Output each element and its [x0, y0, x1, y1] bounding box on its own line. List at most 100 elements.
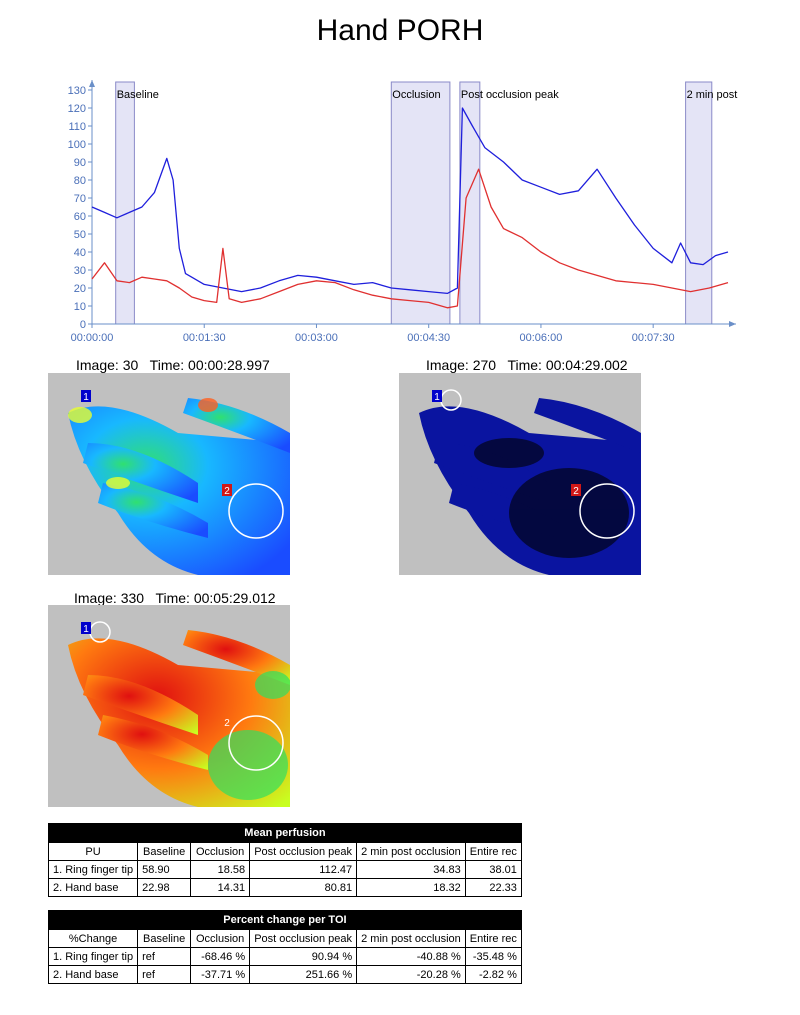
y-tick-label: 90	[74, 157, 86, 169]
x-tick-label: 00:07:30	[632, 332, 675, 344]
table-cell: 18.58	[190, 860, 251, 879]
table-cell: ref	[137, 965, 192, 984]
image-caption-2: Image: 270 Time: 00:04:29.002	[426, 357, 628, 373]
table-cell: 2. Hand base	[47, 878, 139, 897]
column-header: Post occlusion peak	[249, 929, 358, 948]
column-header: Entire rec	[464, 929, 522, 948]
column-header: 2 min post occlusion	[356, 929, 466, 948]
y-tick-label: 100	[68, 139, 86, 151]
y-tick-label: 10	[74, 301, 86, 313]
porh-line-chart: Baseline Occlusion Post occlusion peak 2 mi…	[68, 80, 738, 344]
roi-marker-1	[81, 390, 91, 402]
table-cell: 90.94 %	[249, 947, 358, 966]
percent-change-table: Percent change per TOI %Change Baseline …	[47, 910, 522, 984]
column-header: Occlusion	[190, 929, 251, 948]
column-header: Post occlusion peak	[249, 842, 358, 861]
table-cell: 112.47	[249, 860, 358, 879]
table-cell: 34.83	[356, 860, 466, 879]
table-cell: 251.66 %	[249, 965, 358, 984]
toi-label: Post occlusion peak	[461, 89, 559, 101]
toi-label: Occlusion	[392, 89, 440, 101]
toi-region	[390, 81, 451, 325]
y-tick-label: 120	[68, 103, 86, 115]
y-tick-label: 40	[74, 247, 86, 259]
table-header-row: %Change Baseline Occlusion Post occlusio…	[47, 929, 522, 948]
toi-region	[459, 81, 481, 325]
hand-shape	[68, 398, 290, 575]
table-cell: 14.31	[190, 878, 251, 897]
table-row: 1. Ring finger tip ref -68.46 % 90.94 % …	[47, 947, 522, 966]
table-title: Mean perfusion	[48, 823, 522, 843]
column-header: Baseline	[137, 842, 192, 861]
table-header-row: PU Baseline Occlusion Post occlusion pea…	[47, 842, 522, 861]
y-tick-label: 20	[74, 283, 86, 295]
table-cell: -2.82 %	[464, 965, 522, 984]
roi-label-2: 2	[224, 486, 230, 497]
y-tick-label: 60	[74, 211, 86, 223]
column-header: Baseline	[137, 929, 192, 948]
image-caption-3: Image: 330 Time: 00:05:29.012	[74, 590, 276, 606]
y-tick-label: 50	[74, 229, 86, 241]
table-cell: 1. Ring finger tip	[47, 947, 139, 966]
table-row: 1. Ring finger tip 58.90 18.58 112.47 34…	[47, 860, 522, 879]
table-cell: 2. Hand base	[47, 965, 139, 984]
x-tick-label: 00:01:30	[183, 332, 226, 344]
image-caption-1: Image: 30 Time: 00:00:28.997	[76, 357, 270, 373]
page-title: Hand PORH	[316, 14, 484, 47]
toi-label: 2 min post	[687, 89, 738, 101]
series-lines	[91, 107, 729, 309]
y-tick-label: 70	[74, 193, 86, 205]
table-cell: -37.71 %	[190, 965, 251, 984]
roi-circle-2	[228, 715, 284, 771]
table-cell: -68.46 %	[190, 947, 251, 966]
x-tick-label: 00:00:00	[71, 332, 114, 344]
table-cell: -20.28 %	[356, 965, 466, 984]
x-tick-label: 00:04:30	[407, 332, 450, 344]
roi-marker-2	[222, 484, 232, 496]
toi-region	[115, 81, 135, 325]
table-cell: 80.81	[249, 878, 358, 897]
table-cell: 1. Ring finger tip	[47, 860, 139, 879]
toi-regions: Baseline Occlusion Post occlusion peak 2 mi…	[115, 81, 738, 325]
perfusion-image-baseline: 1 2	[48, 373, 290, 575]
y-tick-label: 110	[68, 121, 86, 133]
roi-label-1: 1	[83, 624, 89, 635]
column-header: %Change	[47, 929, 139, 948]
hot-spots	[68, 398, 218, 489]
x-axis-arrow	[729, 321, 736, 327]
roi-marker-1	[432, 390, 442, 402]
y-tick-label: 0	[80, 319, 86, 331]
table-cell: 38.01	[464, 860, 522, 879]
table-title: Percent change per TOI	[48, 910, 522, 930]
perfusion-image-peak: 1 2	[48, 605, 290, 807]
series-line	[91, 107, 729, 295]
series-line	[91, 168, 729, 309]
column-header: Entire rec	[464, 842, 522, 861]
roi-circle-2	[579, 483, 635, 539]
table-row: 2. Hand base 22.98 14.31 80.81 18.32 22.…	[47, 878, 522, 897]
table-cell: 22.98	[137, 878, 192, 897]
roi-marker-1	[81, 622, 91, 634]
green-areas	[208, 671, 290, 800]
mean-perfusion-table: Mean perfusion PU Baseline Occlusion Pos…	[47, 823, 522, 897]
x-tick-label: 00:06:00	[520, 332, 563, 344]
y-tick-label: 130	[68, 85, 86, 97]
roi-label-1: 1	[434, 392, 440, 403]
x-tick-label: 00:03:00	[295, 332, 338, 344]
axes: 0 10 20 30 40 50 60 70 80 90 100 110 120 130 00:00:00 0…	[68, 80, 736, 344]
dark-core	[474, 438, 629, 558]
table-cell: ref	[137, 947, 192, 966]
y-axis-arrow	[89, 80, 95, 87]
perfusion-image-occlusion: 1 2	[399, 373, 641, 575]
table-cell: -35.48 %	[464, 947, 522, 966]
roi-circle-2	[228, 483, 284, 539]
toi-label: Baseline	[117, 89, 159, 101]
roi-marker-2	[571, 484, 581, 496]
roi-label-2: 2	[224, 718, 230, 729]
table-cell: -40.88 %	[356, 947, 466, 966]
roi-label-1: 1	[83, 392, 89, 403]
y-tick-label: 30	[74, 265, 86, 277]
table-cell: 58.90	[137, 860, 192, 879]
column-header: 2 min post occlusion	[356, 842, 466, 861]
column-header: PU	[47, 842, 139, 861]
